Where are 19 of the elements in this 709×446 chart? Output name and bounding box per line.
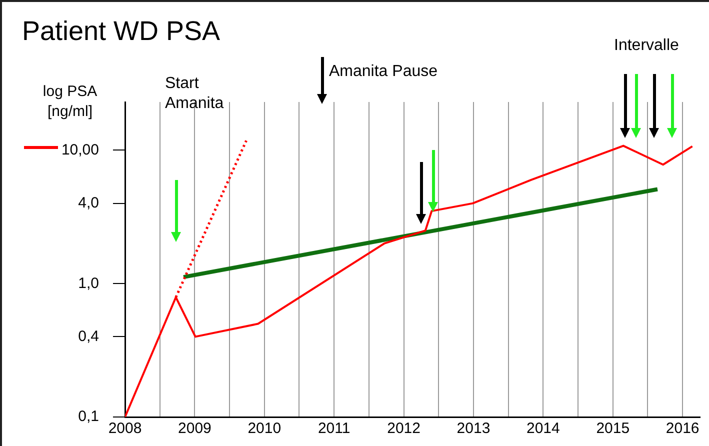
annotation: Start Amanita bbox=[165, 74, 225, 114]
x-tick-label: 2008 bbox=[108, 420, 142, 438]
y-axis-title: log PSA [ng/ml] bbox=[42, 82, 98, 122]
x-tick-label: 2012 bbox=[387, 420, 420, 438]
x-tick-label: 2013 bbox=[456, 420, 490, 438]
text: Amanita Pause bbox=[329, 62, 439, 82]
x-tick-label: 2009 bbox=[178, 420, 212, 438]
y-tick-label: 4,0 bbox=[78, 194, 99, 212]
y-tick-label: 0,1 bbox=[78, 408, 99, 426]
x-tick-label: 2010 bbox=[248, 420, 282, 438]
text: Intervalle bbox=[614, 36, 680, 56]
x-tick-label: 2014 bbox=[526, 420, 560, 438]
y-tick-label: 1,0 bbox=[78, 274, 99, 292]
x-tick-label: 2015 bbox=[596, 420, 630, 438]
y-tick-label: 0,4 bbox=[78, 328, 99, 345]
chart-title: Patient WD PSA bbox=[22, 16, 220, 47]
x-tick-label: 2011 bbox=[318, 420, 350, 438]
y-tick-label: 10,00 bbox=[61, 141, 99, 158]
x-tick-label: 2016 bbox=[666, 420, 700, 438]
